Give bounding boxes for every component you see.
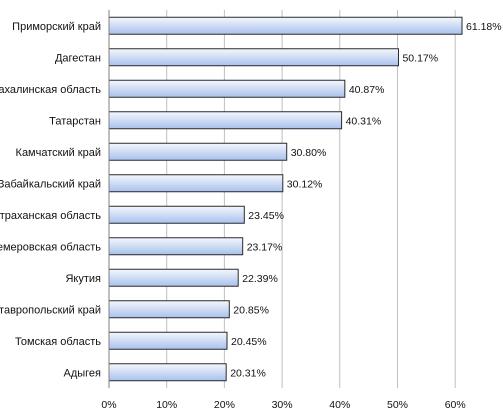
x-tick-label: 10%	[156, 399, 177, 411]
value-label: 50.17%	[402, 52, 438, 64]
x-tick-label: 60%	[445, 399, 466, 411]
category-label: Томская область	[15, 336, 101, 348]
bar	[108, 111, 343, 130]
category-label: Забайкальский край	[0, 178, 101, 190]
category-labels: Приморский край Дагестан Сахалинская облас…	[0, 21, 101, 380]
category-label: Ставропольский край	[0, 304, 101, 316]
value-label: 30.80%	[291, 147, 327, 159]
value-label: 20.31%	[230, 367, 266, 379]
bar	[108, 16, 463, 35]
x-tick-label: 30%	[272, 399, 293, 411]
category-label: Кемеровская область	[0, 241, 101, 253]
value-label: 61.18%	[466, 21, 502, 33]
bar	[108, 174, 284, 193]
value-label: 20.85%	[233, 304, 269, 316]
category-label: Приморский край	[12, 21, 101, 33]
value-label: 40.31%	[346, 115, 382, 127]
value-label: 23.45%	[248, 210, 284, 222]
category-label: Адыгея	[63, 367, 101, 379]
category-label: Сахалинская область	[0, 84, 101, 96]
value-label: 23.17%	[247, 241, 283, 253]
x-tick-label: 20%	[214, 399, 235, 411]
x-axis-tick-labels: 0% 10% 20% 30% 40% 50% 60%	[101, 399, 465, 411]
bar	[108, 331, 228, 350]
category-label: Дагестан	[55, 52, 101, 64]
bar	[108, 363, 227, 382]
bar	[108, 300, 230, 319]
category-label: Татарстан	[49, 115, 101, 127]
x-tick-label: 50%	[387, 399, 408, 411]
category-label: Астраханская область	[0, 210, 101, 222]
bar	[108, 205, 245, 224]
bar	[108, 268, 239, 287]
value-label: 22.39%	[242, 273, 278, 285]
bar	[108, 79, 346, 98]
x-tick-label: 40%	[329, 399, 350, 411]
value-label: 30.12%	[287, 178, 323, 190]
bar	[108, 142, 288, 161]
value-label: 20.45%	[231, 336, 267, 348]
bar	[108, 48, 399, 67]
category-label: Камчатский край	[16, 147, 101, 159]
category-label: Якутия	[65, 273, 101, 285]
gridlines	[166, 10, 456, 388]
x-tick-label: 0%	[101, 399, 116, 411]
bars	[108, 16, 463, 382]
bar	[108, 237, 244, 256]
value-labels: 61.18% 50.17% 40.87% 40.31% 30.80% 30.12% 23.4…	[230, 21, 501, 380]
value-label: 40.87%	[349, 84, 385, 96]
